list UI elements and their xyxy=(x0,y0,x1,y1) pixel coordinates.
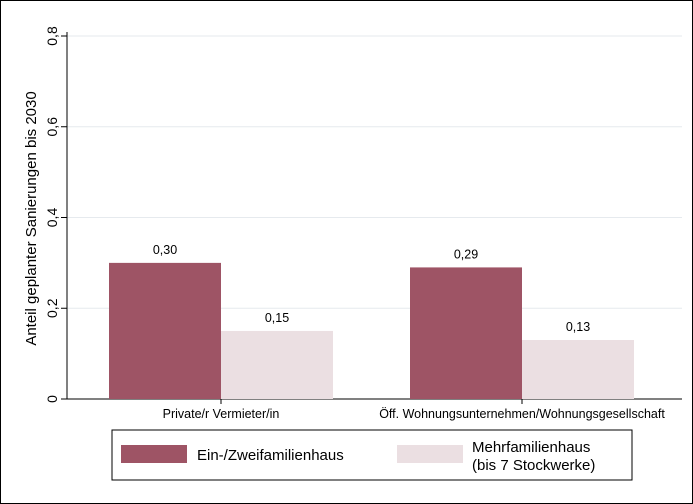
y-axis-title: Anteil geplanter Sanierungen bis 2030 xyxy=(23,91,40,345)
legend-label-mehrfamilienhaus-line1: Mehrfamilienhaus xyxy=(472,439,590,456)
legend-label-ein-zweifamilienhaus: Ein-/Zweifamilienhaus xyxy=(197,447,344,464)
legend-box xyxy=(111,429,633,481)
bar xyxy=(522,340,634,399)
category-label: Private/r Vermieter/in xyxy=(163,407,280,421)
bars: 0,30 0,15 0,29 0,13 xyxy=(109,243,634,399)
y-tick-label: 0,2 xyxy=(44,298,60,318)
y-tick-label: 0,4 xyxy=(44,208,60,228)
y-tick-label: 0,8 xyxy=(44,26,60,46)
bar-value-label: 0,15 xyxy=(265,311,289,325)
legend: Ein-/Zweifamilienhaus Mehrfamilienhaus (… xyxy=(111,429,633,481)
legend-swatch-ein-zweifamilienhaus xyxy=(121,445,187,463)
bar xyxy=(221,330,333,399)
y-tick-label: 0,6 xyxy=(44,117,60,137)
bar xyxy=(109,262,221,399)
category-label: Öff. Wohnungsunternehmen/Wohnungsgesells… xyxy=(379,407,665,421)
bar-value-label: 0,29 xyxy=(454,247,478,261)
legend-label-mehrfamilienhaus-line2: (bis 7 Stockwerke) xyxy=(472,457,595,474)
category-labels: Private/r Vermieter/in Öff. Wohnungsunter… xyxy=(163,399,665,421)
bar-value-label: 0,30 xyxy=(153,243,177,257)
bar-value-label: 0,13 xyxy=(566,320,590,334)
y-ticks: 0 0,2 0,4 0,6 0,8 xyxy=(44,26,67,403)
y-tick-label: 0 xyxy=(44,395,60,403)
legend-swatch-mehrfamilienhaus xyxy=(397,445,463,463)
bar xyxy=(410,267,522,399)
